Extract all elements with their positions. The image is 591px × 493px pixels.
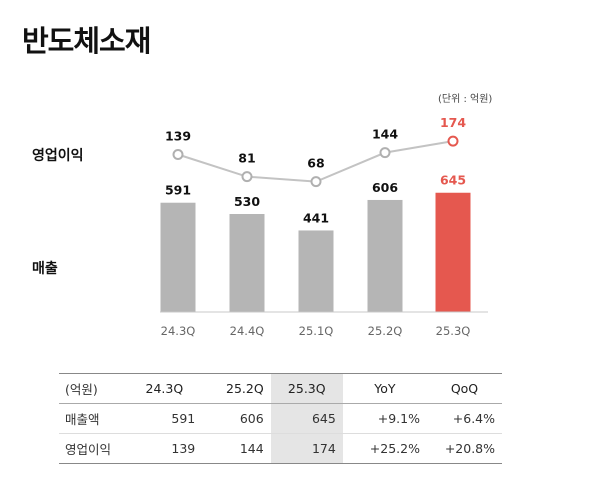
summary-table: (억원) 24.3Q 25.2Q 25.3Q YoY QoQ 매출액 591 6… <box>59 373 502 464</box>
table-header-unit: (억원) <box>59 373 127 404</box>
revenue-value-label: 591 <box>165 183 191 198</box>
table-header-row: (억원) 24.3Q 25.2Q 25.3Q YoY QoQ <box>59 373 502 404</box>
revenue-label: 매출 <box>32 261 58 277</box>
page-title: 반도체소재 <box>22 24 151 58</box>
operating-profit-point <box>172 149 184 161</box>
unit-note: (단위 : 억원) <box>438 94 493 105</box>
operating-profit-value-label: 68 <box>307 156 324 171</box>
revenue-value-label: 441 <box>303 210 329 225</box>
table-cell: +6.4% <box>426 403 502 434</box>
x-tick-label: 25.3Q <box>436 324 471 338</box>
revenue-bar <box>160 202 196 312</box>
operating-profit-value-label: 144 <box>372 127 398 142</box>
table-header-qoq: QoQ <box>426 373 502 404</box>
operating-profit-point <box>310 176 322 188</box>
table-cell: 139 <box>126 433 203 464</box>
table-row: 영업이익 139 144 174 +25.2% +20.8% <box>59 433 502 464</box>
table-cell: +25.2% <box>342 433 427 464</box>
operating-profit-point <box>379 147 391 159</box>
operating-profit-value-label: 174 <box>440 115 466 130</box>
x-tick-label: 25.1Q <box>299 324 334 338</box>
operating-profit-value-label: 81 <box>238 151 255 166</box>
x-tick-label: 25.2Q <box>368 324 403 338</box>
table-cell: 645 <box>270 403 343 434</box>
x-tick-label: 24.3Q <box>161 324 196 338</box>
table-cell: +9.1% <box>342 403 427 434</box>
table-cell: 606 <box>202 403 271 434</box>
revenue-value-label: 530 <box>234 194 260 209</box>
table-header-25-3q: 25.3Q <box>270 373 343 404</box>
x-tick-label: 24.4Q <box>230 324 265 338</box>
table-row-label: 매출액 <box>59 403 127 434</box>
revenue-bar <box>298 230 334 312</box>
table-cell: +20.8% <box>426 433 502 464</box>
table-cell: 144 <box>202 433 271 464</box>
revenue-value-label: 606 <box>372 180 398 195</box>
table-header-25-2q: 25.2Q <box>202 373 271 404</box>
combo-chart: 591 530 441 606 645 24.3Q 24.4Q 25.1Q 25.2Q 25.3Q… <box>160 115 488 338</box>
operating-profit-label: 영업이익 <box>32 148 84 164</box>
operating-profit-point <box>447 135 459 147</box>
table-row: 매출액 591 606 645 +9.1% +6.4% <box>59 403 502 434</box>
table-cell: 174 <box>270 433 343 464</box>
revenue-bar <box>367 199 403 312</box>
table-header-yoy: YoY <box>342 373 427 404</box>
operating-profit-point <box>241 171 253 183</box>
operating-profit-value-label: 139 <box>165 129 191 144</box>
revenue-bar <box>435 192 471 312</box>
table-header-24-3q: 24.3Q <box>126 373 203 404</box>
table-row-label: 영업이익 <box>59 433 127 464</box>
table-cell: 591 <box>126 403 203 434</box>
revenue-bar <box>229 214 265 312</box>
revenue-value-label: 645 <box>440 173 466 188</box>
